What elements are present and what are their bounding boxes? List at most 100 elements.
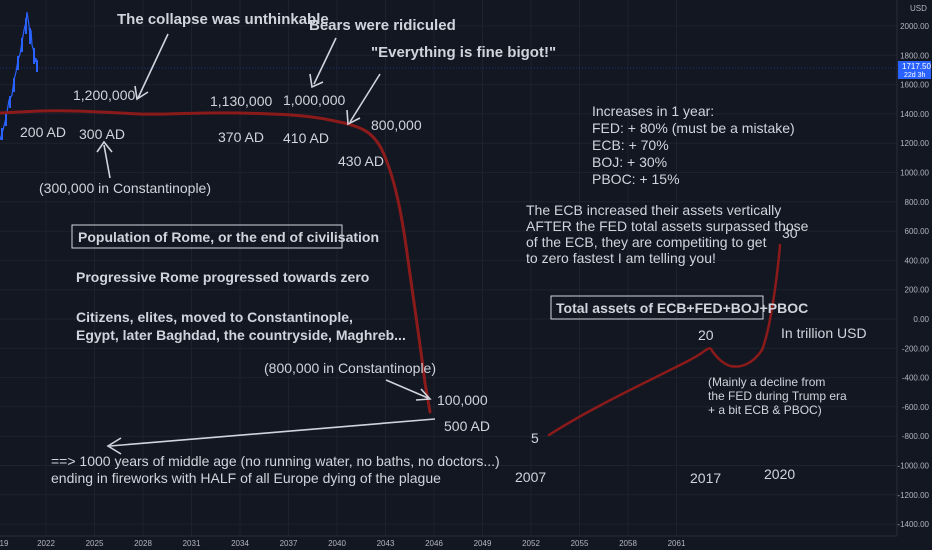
label-pop-1200000: 1,200,000 <box>73 87 135 103</box>
annotation-citizens-1: Citizens, elites, moved to Constantinopl… <box>76 309 353 325</box>
label-val-30: 30 <box>782 225 798 241</box>
decline-note-2: the FED during Trump era <box>708 389 847 403</box>
price-tick-label: 1000.00 <box>900 169 929 178</box>
price-candle <box>21 38 23 52</box>
price-tick-label: 1800.00 <box>900 51 929 60</box>
arrowhead-800k-constantinople <box>415 388 432 401</box>
arrowhead-collapse <box>134 85 149 101</box>
rome-population-line <box>0 109 432 414</box>
time-tick-label: 2022 <box>37 539 55 548</box>
countdown-label: 22d 3h <box>904 72 926 79</box>
arrow-bears <box>313 37 337 85</box>
time-tick-label: 2031 <box>183 539 201 548</box>
price-tick-label: 600.00 <box>905 227 930 236</box>
arrow-middle-age <box>109 418 436 447</box>
label-370ad: 370 AD <box>218 129 264 145</box>
time-tick-label: 2043 <box>377 539 395 548</box>
increase-fed: FED: + 80% (must be a mistake) <box>592 120 795 136</box>
label-val-5: 5 <box>531 430 539 446</box>
price-candle <box>29 28 31 44</box>
price-tick-label: 0.00 <box>913 315 929 324</box>
annotation-citizens-2: Egypt, later Baghdad, the countryside, M… <box>76 327 406 343</box>
time-tick-label: 2055 <box>571 539 589 548</box>
label-year-2017: 2017 <box>690 470 721 486</box>
ecb-note-3: of the ECB, they are competiting to get <box>526 234 767 250</box>
price-axis-ticks: 2000.00 1800.00 1600.00 1400.00 1200.00 1000.… <box>897 22 929 529</box>
arrowhead-300ad <box>96 140 113 153</box>
label-300ad: 300 AD <box>79 126 125 142</box>
increase-pboc: PBOC: + 15% <box>592 171 680 187</box>
label-410ad: 410 AD <box>283 130 329 146</box>
label-constantinople-800: (800,000 in Constantinople) <box>264 360 436 376</box>
arrow-fine <box>349 73 381 123</box>
price-tick-label: -1200.00 <box>897 491 929 500</box>
time-tick-label: 2040 <box>328 539 346 548</box>
price-candle <box>17 56 19 70</box>
price-candle <box>25 18 27 34</box>
decline-note-3: + a bit ECB & PBOC) <box>708 403 822 417</box>
rome-chart-title: Population of Rome, or the end of civili… <box>78 229 379 245</box>
vertical-grid <box>45 0 677 536</box>
time-axis-ticks: 19 2022 2025 2028 2031 2034 2037 2040 2043 2046 20… <box>0 539 686 548</box>
price-candle <box>9 96 11 108</box>
price-tick-label: 200.00 <box>905 286 930 295</box>
price-candle <box>13 78 15 92</box>
label-year-2007: 2007 <box>515 469 546 485</box>
arrow-collapse <box>137 33 169 99</box>
increases-title: Increases in 1 year: <box>592 103 714 119</box>
assets-title-box <box>550 295 764 320</box>
time-tick-label: 2034 <box>231 539 249 548</box>
price-tick-label: 400.00 <box>905 256 930 265</box>
price-tick-label: -1000.00 <box>897 462 929 471</box>
price-tick-label: 1200.00 <box>900 139 929 148</box>
price-tick-label: -1400.00 <box>897 520 929 529</box>
label-430ad: 430 AD <box>338 153 384 169</box>
time-tick-label: 2049 <box>474 539 492 548</box>
arrowhead-middle-age <box>106 437 122 455</box>
increase-boj: BOJ: + 30% <box>592 154 667 170</box>
time-tick-label: 2052 <box>522 539 540 548</box>
label-year-2020: 2020 <box>764 466 795 482</box>
label-500ad: 500 AD <box>444 418 490 434</box>
label-val-20: 20 <box>698 327 714 343</box>
price-axis-unit: USD <box>910 4 927 13</box>
time-tick-label: 19 <box>0 539 9 548</box>
annotation-arrows <box>96 33 436 455</box>
time-tick-label: 2046 <box>425 539 443 548</box>
ecb-note-2: AFTER the FED total assets surpassed tho… <box>526 218 809 234</box>
label-pop-1130000: 1,130,000 <box>210 93 272 109</box>
increase-ecb: ECB: + 70% <box>592 137 669 153</box>
decline-note-1: (Mainly a decline from <box>708 375 825 389</box>
price-tick-label: 800.00 <box>905 198 930 207</box>
price-tick-label: -800.00 <box>902 432 930 441</box>
price-candle <box>33 48 35 64</box>
annotation-fine: "Everything is fine bigot!" <box>371 44 556 61</box>
price-tick-label: 1600.00 <box>900 81 929 90</box>
time-tick-label: 2058 <box>619 539 637 548</box>
assets-line <box>547 243 782 437</box>
time-tick-label: 2061 <box>668 539 686 548</box>
time-axis-panel[interactable] <box>0 536 932 550</box>
label-200ad: 200 AD <box>20 124 66 140</box>
time-tick-label: 2037 <box>280 539 298 548</box>
label-constantinople-300: (300,000 in Constantinople) <box>39 180 211 196</box>
annotation-middle-age-2: ending in fireworks with HALF of all Eur… <box>51 470 441 486</box>
price-axis-panel[interactable] <box>897 0 932 536</box>
annotation-collapse: The collapse was unthinkable <box>117 11 329 28</box>
price-tick-label: 1400.00 <box>900 110 929 119</box>
last-price-badge <box>898 61 931 79</box>
annotation-bears: Bears were ridiculed <box>309 17 456 34</box>
arrow-800k-constantinople <box>385 379 429 399</box>
annotation-progressive: Progressive Rome progressed towards zero <box>76 269 369 285</box>
time-tick-label: 2025 <box>86 539 104 548</box>
ecb-note-4: to zero fastest I am telling you! <box>526 250 716 266</box>
price-tick-label: -400.00 <box>902 374 930 383</box>
price-candle <box>5 112 7 126</box>
price-candle <box>1 128 3 140</box>
price-tick-label: 2000.00 <box>900 22 929 31</box>
label-trillion-usd: In trillion USD <box>781 325 867 341</box>
price-tick-label: -600.00 <box>902 403 930 412</box>
arrowhead-fine <box>346 109 361 126</box>
